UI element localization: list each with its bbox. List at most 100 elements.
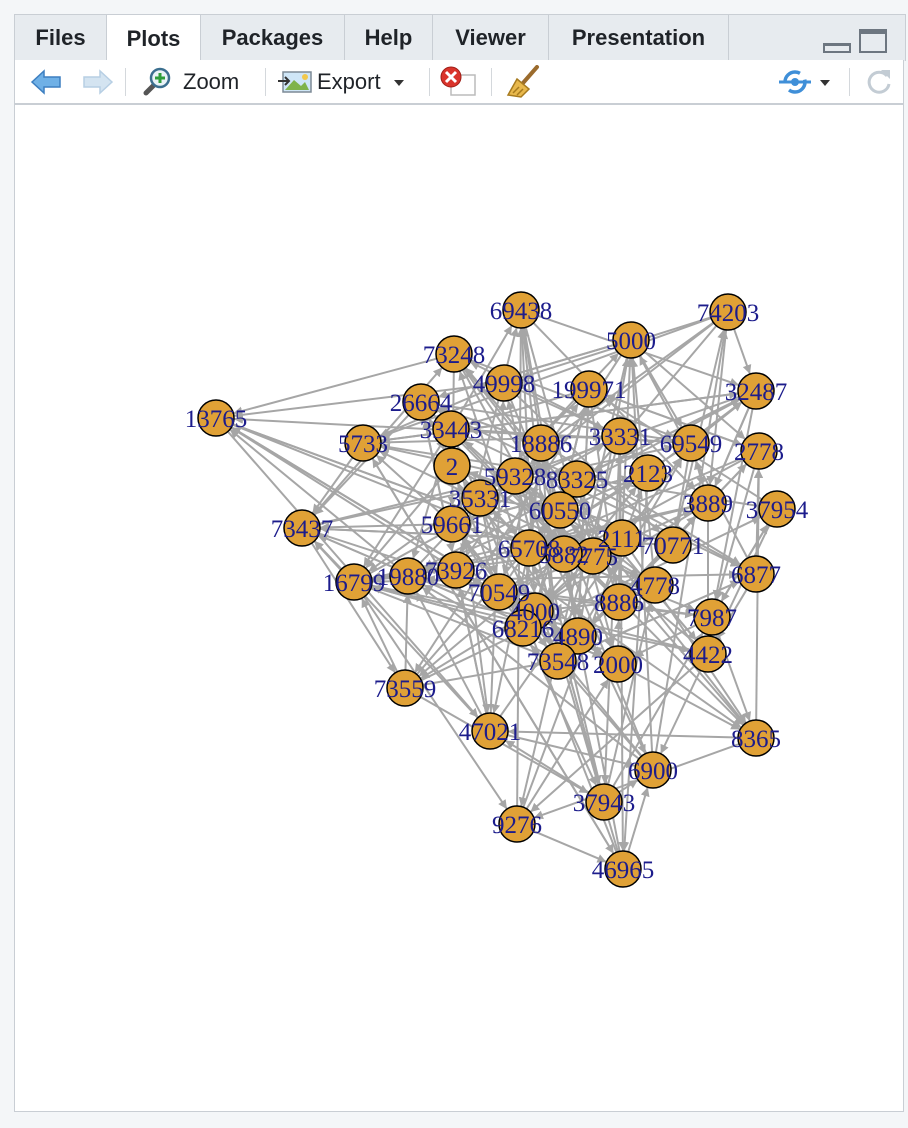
graph-node-label: 4000 <box>510 599 560 626</box>
graph-node <box>737 372 775 410</box>
graph-node-label: 9276 <box>492 812 542 839</box>
remove-plot-button[interactable] <box>439 66 479 98</box>
graph-node-label: 2 <box>446 454 459 481</box>
graph-node-label: 7987 <box>687 605 737 632</box>
graph-node <box>522 424 560 462</box>
graph-node-label: 73437 <box>271 516 334 543</box>
graph-node-label: 4422 <box>683 642 733 669</box>
graph-node <box>344 424 382 462</box>
graph-node <box>558 460 596 498</box>
graph-edge <box>612 632 704 787</box>
graph-edge <box>627 786 650 853</box>
graph-node-label: 8886 <box>594 590 644 617</box>
graph-node-label: 83325 <box>546 467 609 494</box>
graph-node-label: 2123 <box>623 461 673 488</box>
graph-edge <box>633 624 697 657</box>
graph-node <box>545 535 583 573</box>
graph-node-label: 5733 <box>338 431 388 458</box>
graph-node-label: 70549 <box>468 580 531 607</box>
clear-all-plots-button[interactable] <box>505 65 541 98</box>
graph-node <box>539 642 577 680</box>
graph-node-label: 59661 <box>421 512 484 539</box>
graph-node <box>504 609 542 647</box>
graph-edge <box>592 645 604 656</box>
tab-viewer[interactable]: Viewer <box>433 15 549 61</box>
graph-edge <box>375 454 440 513</box>
publish-icon <box>779 70 811 94</box>
graph-node <box>437 551 475 589</box>
graph-node-label: 2000 <box>593 652 643 679</box>
publish-button[interactable] <box>777 66 835 98</box>
forward-button[interactable] <box>81 66 115 98</box>
toolbar-divider <box>265 68 266 96</box>
clear-all-broom-icon <box>506 65 539 98</box>
graph-node-label: 73248 <box>423 342 486 369</box>
graph-node <box>433 505 471 543</box>
export-button[interactable]: Export <box>277 66 409 98</box>
graph-node-label: 32487 <box>725 379 788 406</box>
graph-node <box>601 417 639 455</box>
graph-edge <box>577 406 593 619</box>
graph-node <box>335 563 373 601</box>
tab-presentation[interactable]: Presentation <box>549 15 729 61</box>
graph-node <box>737 719 775 757</box>
maximize-pane-icon[interactable] <box>859 29 887 53</box>
graph-node-label: 59328 <box>484 464 547 491</box>
back-button[interactable] <box>29 66 63 98</box>
graph-node-label: 2111 <box>598 526 646 553</box>
graph-node-label: 60550 <box>529 498 592 525</box>
graph-node-label: 33331 <box>589 424 652 451</box>
graph-node <box>386 669 424 707</box>
graph-edge <box>504 739 590 794</box>
back-arrow-icon <box>30 69 61 95</box>
graph-edge <box>420 515 762 682</box>
graph-node-label: 19880 <box>377 564 440 591</box>
graph-edge <box>574 580 740 655</box>
graph-edge <box>516 327 526 807</box>
graph-node <box>599 645 637 683</box>
tab-plots[interactable]: Plots <box>107 15 201 62</box>
graph-node <box>541 491 579 529</box>
graph-edge <box>607 602 654 785</box>
tab-bar: Files Plots Packages Help Viewer Present… <box>14 14 906 62</box>
toolbar-divider <box>491 68 492 96</box>
graph-node <box>612 321 650 359</box>
graph-node-label: 69549 <box>660 431 723 458</box>
graph-node <box>689 484 727 522</box>
graph-node <box>498 805 536 843</box>
refresh-button[interactable] <box>863 66 895 98</box>
graph-node-label: 33443 <box>420 417 483 444</box>
graph-edge <box>525 678 610 810</box>
graph-node-label: 70771 <box>642 533 705 560</box>
graph-node <box>600 583 638 621</box>
graph-node-label: 199971 <box>552 377 627 404</box>
graph-node <box>629 454 667 492</box>
graph-node-label: 73926 <box>425 558 488 585</box>
graph-node <box>502 291 540 329</box>
graph-edge <box>363 596 508 810</box>
graph-edge <box>643 351 747 440</box>
graph-node <box>480 573 518 611</box>
graph-node <box>570 370 608 408</box>
zoom-icon <box>143 67 171 96</box>
zoom-button[interactable]: Zoom <box>141 66 239 98</box>
graph-edge <box>520 327 540 426</box>
tab-files[interactable]: Files <box>15 15 107 61</box>
graph-edge <box>362 443 443 568</box>
export-label: Export <box>317 69 381 94</box>
graph-edge <box>418 564 551 678</box>
graph-edge <box>421 586 640 760</box>
graph-edge <box>489 400 508 714</box>
graph-edge <box>533 830 607 863</box>
graph-node-label: 4890 <box>553 624 603 651</box>
graph-node-label: 5882 <box>539 542 589 569</box>
tab-help[interactable]: Help <box>345 15 433 61</box>
graph-edge <box>420 696 589 794</box>
graph-node-label: 26664 <box>390 390 453 417</box>
tab-packages[interactable]: Packages <box>201 15 345 61</box>
graph-edge <box>618 779 639 793</box>
graph-node <box>496 457 534 495</box>
graph-node <box>693 598 731 636</box>
minimize-pane-icon[interactable] <box>823 29 851 53</box>
